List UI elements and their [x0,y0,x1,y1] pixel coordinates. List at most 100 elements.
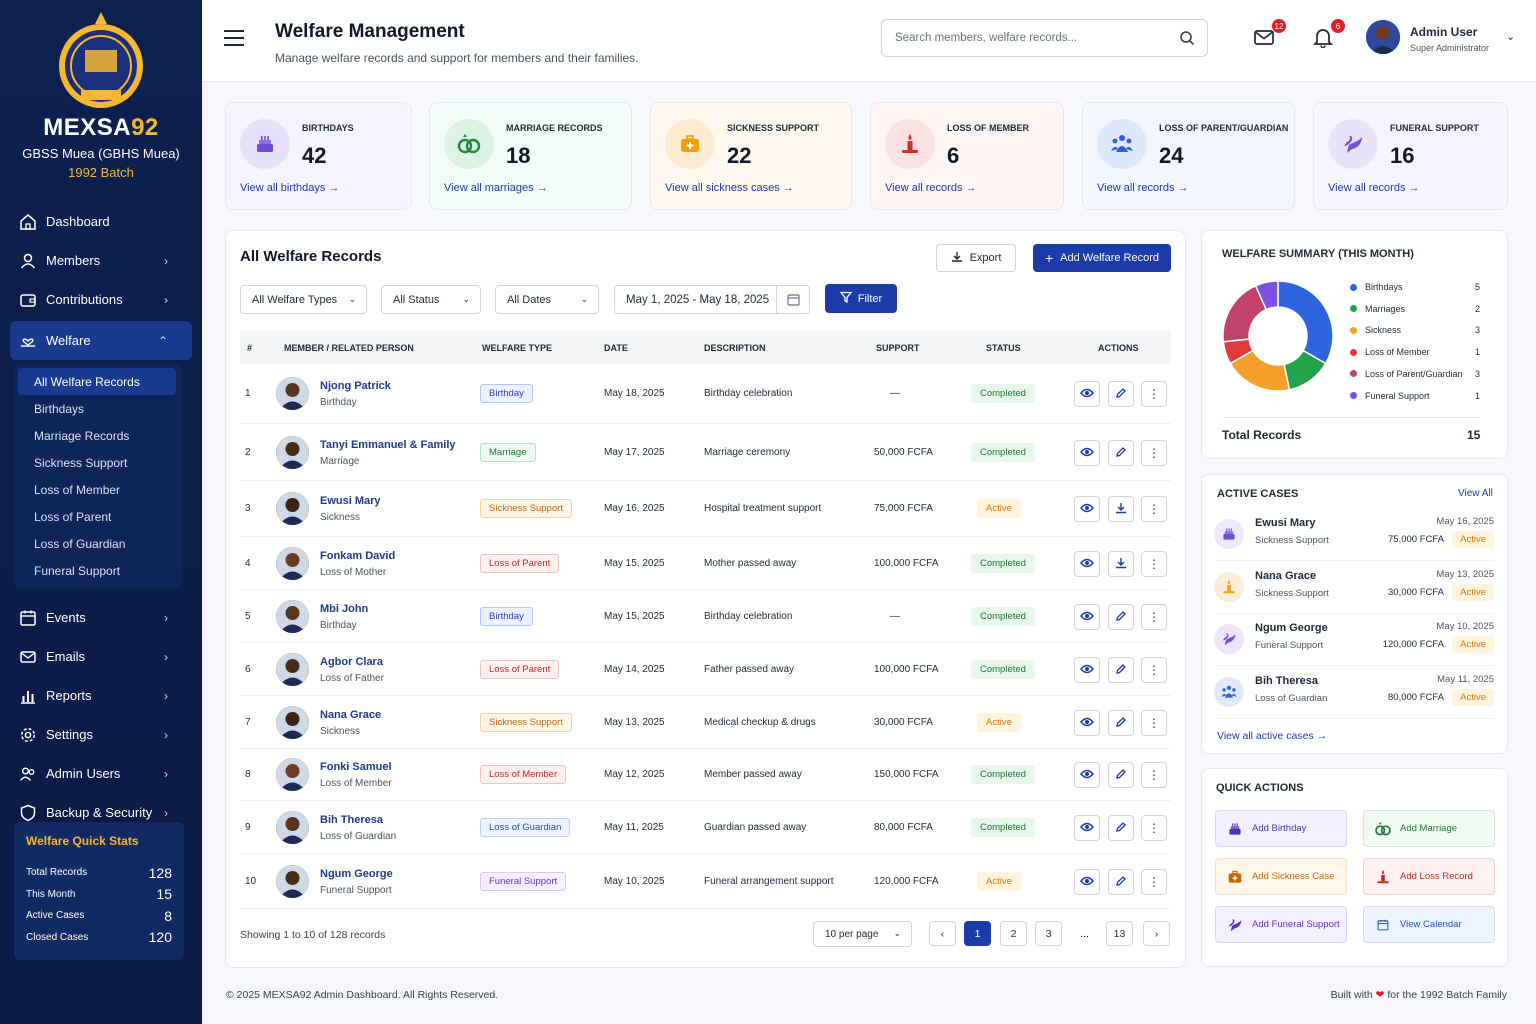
subnav-item-marriage-records[interactable]: Marriage Records [34,428,130,443]
member-name[interactable]: Bih Theresa [320,814,383,826]
search-input[interactable]: Search members, welfare records... [881,19,1208,57]
page-button-2[interactable]: 2 [1000,921,1027,946]
sidebar-item-reports[interactable]: Reports › [0,676,192,715]
quick-action-add-funeral-support[interactable]: Add Funeral Support [1215,906,1347,943]
next-page-button[interactable]: › [1143,921,1170,946]
more-button[interactable]: ⋮ [1141,496,1167,522]
status-select[interactable]: All Status ⌄ [381,285,481,314]
page-button-3[interactable]: 3 [1035,921,1062,946]
user-menu[interactable]: Admin User Super Administrator ⌄ [1366,20,1526,56]
subnav-item-sickness-support[interactable]: Sickness Support [34,455,128,470]
prev-page-button[interactable]: ‹ [929,921,956,946]
subnav-item-loss-of-member[interactable]: Loss of Member [34,482,121,497]
more-button[interactable]: ⋮ [1141,604,1167,630]
welfare-type-select[interactable]: All Welfare Types ⌄ [240,285,367,314]
edit-button[interactable] [1108,657,1134,683]
bell-icon[interactable]: 6 [1312,19,1345,50]
view-button[interactable] [1074,604,1100,630]
chevron-down-icon: ⌄ [348,294,356,304]
subnav-item-funeral-support[interactable]: Funeral Support [34,563,121,578]
view-button[interactable] [1074,815,1100,841]
quick-stat-value: 15 [156,886,172,903]
active-case-item[interactable]: Ngum George Funeral Support May 10, 2025 12… [1214,616,1494,666]
member-name[interactable]: Ngum George [320,868,393,880]
stat-card-link[interactable]: View all birthdays → [240,182,340,194]
view-button[interactable] [1074,657,1100,683]
calendar-icon[interactable] [776,286,809,313]
more-button[interactable]: ⋮ [1141,710,1167,736]
more-button[interactable]: ⋮ [1141,657,1167,683]
edit-button[interactable] [1108,710,1134,736]
sidebar-item-dashboard[interactable]: Dashboard [0,202,192,241]
active-case-item[interactable]: Ewusi Mary Sickness Support May 16, 2025 75… [1214,511,1494,561]
edit-button[interactable] [1108,440,1134,466]
sidebar-item-emails[interactable]: Emails › [0,637,192,676]
export-button[interactable]: Export [936,244,1016,272]
active-case-item[interactable]: Bih Theresa Loss of Guardian May 11, 2025 8… [1214,669,1494,719]
view-button[interactable] [1074,551,1100,577]
more-button[interactable]: ⋮ [1141,869,1167,895]
date-range-input[interactable]: May 1, 2025 - May 18, 2025 [614,285,810,314]
sidebar-item-contributions[interactable]: Contributions › [0,280,192,319]
edit-button[interactable] [1108,604,1134,630]
mail-icon[interactable]: 12 [1253,19,1286,50]
subnav-item-birthdays[interactable]: Birthdays [34,401,85,416]
quick-action-view-calendar[interactable]: View Calendar [1363,906,1495,943]
stat-card-link[interactable]: View all records → [1097,182,1189,194]
page-button-1[interactable]: 1 [964,921,991,946]
per-page-select[interactable]: 10 per page ⌄ [813,921,912,947]
stat-card-link[interactable]: View all records → [1328,182,1420,194]
active-case-item[interactable]: Nana Grace Sickness Support May 13, 2025 30… [1214,564,1494,614]
sidebar-item-settings[interactable]: Settings › [0,715,192,754]
stat-card-link[interactable]: View all sickness cases → [665,182,794,194]
search-icon[interactable] [1179,30,1195,49]
member-name[interactable]: Tanyi Emmanuel & Family [320,439,456,451]
member-name[interactable]: Fonkam David [320,550,396,562]
subnav-item-all-welfare-records[interactable]: All Welfare Records [18,368,176,395]
member-name[interactable]: Nana Grace [320,709,382,721]
view-button[interactable] [1074,762,1100,788]
dates-select[interactable]: All Dates ⌄ [495,285,599,314]
subnav-item-loss-of-parent[interactable]: Loss of Parent [34,509,112,524]
sidebar-item-events[interactable]: Events › [0,598,192,637]
stat-card-link[interactable]: View all marriages → [444,182,548,194]
member-name[interactable]: Mbi John [320,603,369,615]
edit-button[interactable] [1108,762,1134,788]
chevron-down-icon[interactable]: ⌄ [1506,31,1516,43]
quick-action-add-loss-record[interactable]: Add Loss Record [1363,858,1495,895]
view-button[interactable] [1074,496,1100,522]
sidebar-item-members[interactable]: Members › [0,241,192,280]
quick-action-add-birthday[interactable]: Add Birthday [1215,810,1347,847]
edit-button[interactable] [1108,381,1134,407]
sidebar-item-backup-security[interactable]: Backup & Security › [0,793,192,832]
view-all-active-cases-link[interactable]: View all active cases → [1217,730,1328,742]
menu-icon[interactable] [224,30,244,46]
member-name[interactable]: Ewusi Mary [320,495,381,507]
download-button[interactable] [1108,496,1134,522]
more-button[interactable]: ⋮ [1141,440,1167,466]
more-button[interactable]: ⋮ [1141,551,1167,577]
member-name[interactable]: Agbor Clara [320,656,383,668]
filter-button[interactable]: Filter [825,284,897,313]
more-button[interactable]: ⋮ [1141,381,1167,407]
page-button-13[interactable]: 13 [1106,921,1133,946]
more-button[interactable]: ⋮ [1141,762,1167,788]
more-button[interactable]: ⋮ [1141,815,1167,841]
member-name[interactable]: Njong Patrick [320,380,391,392]
edit-button[interactable] [1108,815,1134,841]
member-name[interactable]: Fonki Samuel [320,761,392,773]
sidebar-item-welfare[interactable]: Welfare ⌃ [10,321,192,360]
add-welfare-record-button[interactable]: + Add Welfare Record [1033,244,1171,272]
quick-action-add-sickness-case[interactable]: Add Sickness Case [1215,858,1347,895]
view-all-cases-link[interactable]: View All [1458,488,1493,499]
stat-card-link[interactable]: View all records → [885,182,977,194]
view-button[interactable] [1074,869,1100,895]
view-button[interactable] [1074,710,1100,736]
view-button[interactable] [1074,440,1100,466]
download-button[interactable] [1108,551,1134,577]
view-button[interactable] [1074,381,1100,407]
subnav-item-loss-of-guardian[interactable]: Loss of Guardian [34,536,126,551]
quick-action-add-marriage[interactable]: Add Marriage [1363,810,1495,847]
sidebar-item-admin-users[interactable]: Admin Users › [0,754,192,793]
edit-button[interactable] [1108,869,1134,895]
